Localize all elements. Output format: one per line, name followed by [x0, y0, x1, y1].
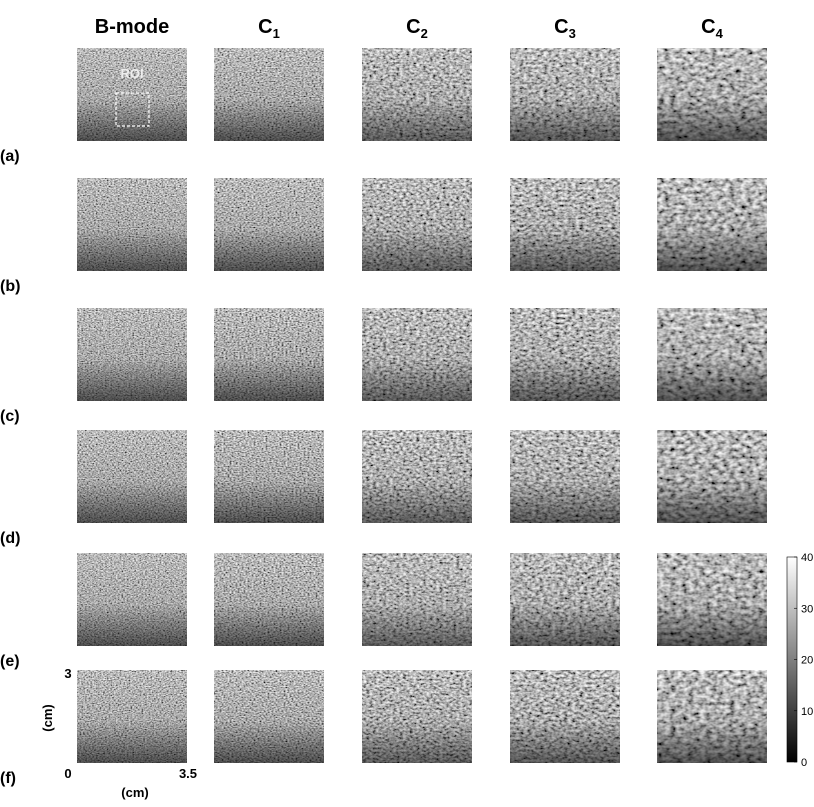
colorbar-tick-label: 30: [801, 603, 813, 615]
row-label: (c): [0, 408, 20, 425]
header-subscript: 2: [421, 26, 428, 41]
header-base: C: [406, 16, 420, 38]
depth-shading: [214, 553, 324, 646]
column-header: C1: [258, 16, 280, 41]
row-label: (d): [0, 530, 20, 547]
depth-shading: [362, 178, 472, 271]
x-axis-label: (cm): [121, 785, 148, 800]
y-axis-label: (cm): [40, 704, 55, 731]
depth-shading: [362, 48, 472, 141]
depth-shading: [510, 553, 620, 646]
header-subscript: 4: [716, 26, 724, 41]
column-header: C4: [701, 16, 723, 41]
row-label: (a): [0, 148, 20, 165]
depth-shading: [510, 48, 620, 141]
header-base: C: [701, 16, 715, 38]
depth-shading: [77, 308, 187, 401]
depth-shading: [657, 430, 767, 523]
roi-label: ROI: [120, 66, 143, 81]
depth-shading: [77, 430, 187, 523]
y-axis-top: 3: [64, 666, 71, 681]
depth-shading: [214, 48, 324, 141]
depth-shading: [657, 178, 767, 271]
axis-origin: 0: [64, 766, 71, 781]
header-base: C: [258, 16, 272, 38]
colorbar-tick-label: 10: [801, 706, 813, 718]
depth-shading: [77, 178, 187, 271]
depth-shading: [77, 553, 187, 646]
depth-shading: [77, 48, 187, 141]
depth-shading: [657, 308, 767, 401]
depth-shading: [510, 308, 620, 401]
colorbar-tick-label: 0: [801, 757, 807, 769]
depth-shading: [214, 670, 324, 763]
colorbar-tick-label: 40: [801, 552, 813, 564]
depth-shading: [362, 670, 472, 763]
row-label: (e): [0, 653, 20, 670]
column-header: B-mode: [95, 16, 169, 38]
header-base: C: [554, 16, 568, 38]
x-axis-end: 3.5: [179, 766, 197, 781]
depth-shading: [657, 670, 767, 763]
column-header: C3: [554, 16, 576, 41]
row-label: (f): [0, 770, 16, 787]
depth-shading: [510, 178, 620, 271]
depth-shading: [510, 670, 620, 763]
depth-shading: [657, 553, 767, 646]
header-subscript: 3: [569, 26, 576, 41]
header-subscript: 1: [273, 26, 280, 41]
depth-shading: [214, 430, 324, 523]
depth-shading: [657, 48, 767, 141]
figure: 3 (cm) 0 3.5 (cm) B-modeC1C2C3C4(a)(b)(c…: [0, 0, 814, 802]
colorbar-tick-label: 20: [801, 655, 813, 667]
depth-shading: [362, 430, 472, 523]
depth-shading: [362, 308, 472, 401]
depth-shading: [214, 178, 324, 271]
row-label: (b): [0, 278, 20, 295]
depth-shading: [510, 430, 620, 523]
depth-shading: [362, 553, 472, 646]
depth-shading: [214, 308, 324, 401]
depth-shading: [77, 670, 187, 763]
column-header: C2: [406, 16, 428, 41]
